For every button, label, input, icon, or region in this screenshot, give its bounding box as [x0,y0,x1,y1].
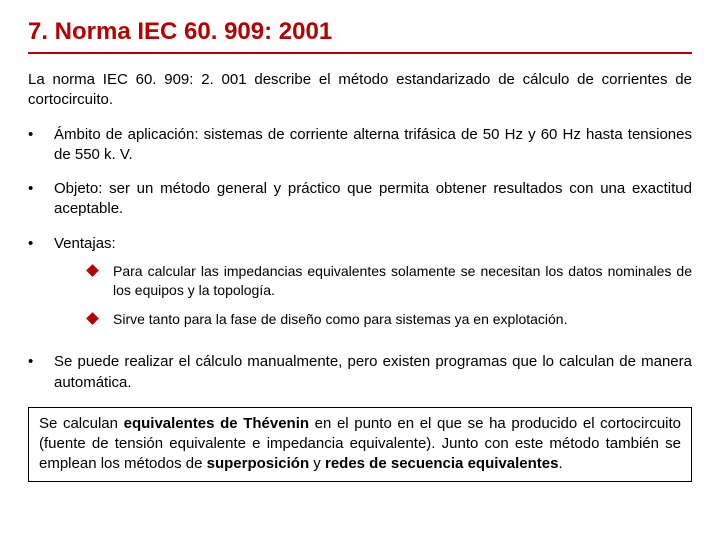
note-text: . [558,455,562,472]
bullet-text: Objeto: ser un método general y práctico… [54,179,692,220]
list-item: •Ámbito de aplicación: sistemas de corri… [28,125,692,166]
diamond-icon [86,312,99,325]
bullet-marker-icon: • [28,234,54,254]
title-underline [28,52,692,54]
note-bold-text: equivalentes de Thévenin [124,415,309,432]
diamond-icon [86,264,99,277]
sub-bullet-list: Para calcular las impedancias equivalent… [88,262,692,329]
note-bold-text: superposición [207,455,310,472]
bullet-label: Se puede realizar el cálculo manualmente… [54,353,692,390]
note-bold-text: redes de secuencia equivalentes [325,455,558,472]
sub-bullet-label: Sirve tanto para la fase de diseño como … [113,310,692,329]
list-item: •Ventajas: Para calcular las impedancias … [28,234,692,339]
bullet-text: Ámbito de aplicación: sistemas de corrie… [54,125,692,166]
note-text: y [309,455,325,472]
bullet-label: Ventajas: [54,235,116,252]
sub-list-item: Sirve tanto para la fase de diseño como … [88,310,692,329]
note-box: Se calculan equivalentes de Thévenin en … [28,407,692,482]
bullet-text: Se puede realizar el cálculo manualmente… [54,352,692,393]
page-title: 7. Norma IEC 60. 909: 2001 [28,18,692,46]
bullet-label: Ámbito de aplicación: sistemas de corrie… [54,126,692,163]
intro-paragraph: La norma IEC 60. 909: 2. 001 describe el… [28,70,692,111]
note-text: Se calculan [39,415,124,432]
bullet-marker-icon: • [28,352,54,372]
bullet-marker-icon: • [28,125,54,145]
sub-bullet-label: Para calcular las impedancias equivalent… [113,262,692,300]
sub-list-item: Para calcular las impedancias equivalent… [88,262,692,300]
bullet-list: •Ámbito de aplicación: sistemas de corri… [28,125,692,393]
list-item: •Objeto: ser un método general y práctic… [28,179,692,220]
bullet-text: Ventajas: Para calcular las impedancias e… [54,234,692,339]
bullet-marker-icon: • [28,179,54,199]
bullet-label: Objeto: ser un método general y práctico… [54,180,692,217]
list-item: •Se puede realizar el cálculo manualment… [28,352,692,393]
